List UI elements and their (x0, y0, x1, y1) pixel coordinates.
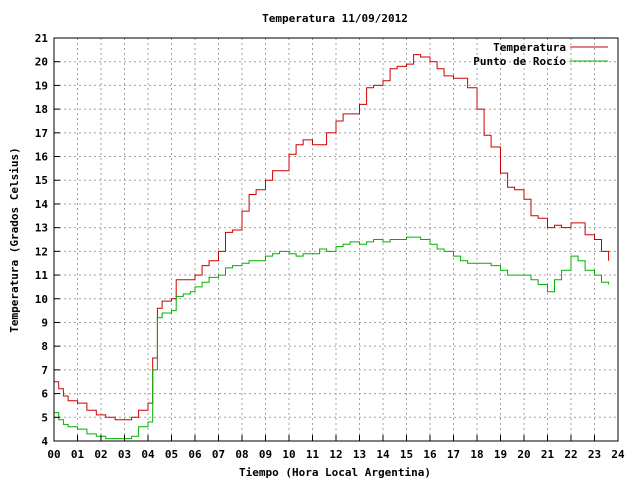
x-tick-label: 23 (588, 448, 601, 461)
x-tick-label: 17 (447, 448, 460, 461)
x-tick-label: 14 (376, 448, 390, 461)
x-tick-label: 05 (165, 448, 178, 461)
x-axis-ticks: 00 01 02 03 04 05 06 07 08 09 10 11 12 13 14 15 16 17 18 19… (47, 435, 625, 461)
y-tick-label: 11 (35, 269, 49, 282)
y-tick-label: 21 (35, 32, 49, 45)
y-axis-label: Temperatura (Grados Celsius) (8, 147, 21, 332)
x-tick-label: 21 (541, 448, 555, 461)
y-axis-ticks: 4 5 6 7 8 9 10 11 12 13 14 15 16 17 18 19 20 21 (35, 32, 60, 448)
y-tick-label: 6 (41, 388, 48, 401)
x-tick-label: 03 (118, 448, 131, 461)
legend: Temperatura Punto de Rocío (473, 41, 608, 68)
legend-label-temperatura: Temperatura (493, 41, 566, 54)
x-tick-label: 11 (306, 448, 320, 461)
y-tick-label: 12 (35, 245, 48, 258)
y-tick-label: 8 (41, 340, 48, 353)
x-tick-label: 16 (423, 448, 437, 461)
punto-rocio-line (54, 236, 610, 440)
x-tick-label: 19 (494, 448, 507, 461)
x-tick-label: 13 (353, 448, 366, 461)
y-tick-label: 17 (35, 127, 48, 140)
y-tick-label: 16 (35, 151, 49, 164)
y-tick-label: 14 (35, 198, 49, 211)
x-tick-label: 24 (611, 448, 625, 461)
y-tick-label: 13 (35, 222, 48, 235)
x-tick-label: 22 (564, 448, 577, 461)
y-tick-label: 9 (41, 316, 48, 329)
x-tick-label: 10 (282, 448, 295, 461)
y-tick-label: 20 (35, 56, 48, 69)
y-tick-label: 19 (35, 79, 48, 92)
series-lines (54, 54, 610, 440)
x-tick-label: 09 (259, 448, 272, 461)
x-tick-label: 06 (188, 448, 202, 461)
x-tick-label: 18 (470, 448, 483, 461)
y-tick-label: 10 (35, 293, 48, 306)
y-tick-label: 15 (35, 174, 48, 187)
x-tick-label: 12 (329, 448, 342, 461)
x-tick-label: 07 (212, 448, 225, 461)
y-tick-label: 7 (41, 364, 48, 377)
gridlines (54, 38, 618, 441)
x-axis-label: Tiempo (Hora Local Argentina) (239, 466, 431, 479)
x-tick-label: 02 (94, 448, 107, 461)
x-tick-label: 00 (47, 448, 60, 461)
x-tick-label: 08 (235, 448, 248, 461)
x-tick-label: 01 (71, 448, 85, 461)
temperatura-line (54, 54, 610, 421)
x-tick-label: 20 (517, 448, 530, 461)
y-tick-label: 4 (41, 435, 48, 448)
y-tick-label: 5 (41, 411, 48, 424)
chart-title: Temperatura 11/09/2012 (262, 12, 408, 25)
y-tick-label: 18 (35, 103, 48, 116)
x-tick-label: 04 (141, 448, 155, 461)
x-tick-label: 15 (400, 448, 413, 461)
legend-label-punto-rocio: Punto de Rocío (473, 55, 566, 68)
